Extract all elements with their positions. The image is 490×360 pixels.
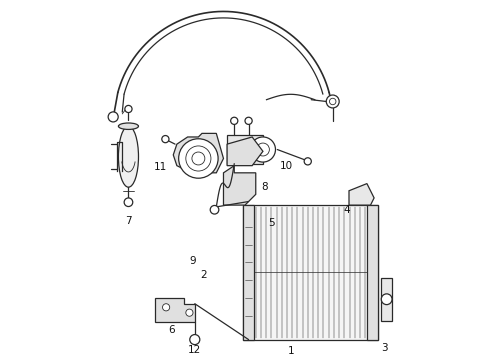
Circle shape bbox=[245, 117, 252, 125]
Circle shape bbox=[179, 139, 218, 178]
Text: 7: 7 bbox=[125, 216, 132, 226]
Circle shape bbox=[186, 309, 193, 316]
Circle shape bbox=[256, 143, 270, 156]
Circle shape bbox=[210, 206, 219, 214]
Text: 2: 2 bbox=[200, 270, 207, 280]
Circle shape bbox=[162, 135, 169, 143]
Bar bbox=[227, 135, 263, 164]
Circle shape bbox=[108, 112, 118, 122]
Text: 11: 11 bbox=[154, 162, 168, 172]
Polygon shape bbox=[349, 184, 374, 205]
Circle shape bbox=[381, 294, 392, 305]
Polygon shape bbox=[173, 134, 223, 173]
Text: 6: 6 bbox=[168, 325, 175, 335]
Circle shape bbox=[125, 105, 132, 113]
Circle shape bbox=[326, 95, 339, 108]
Circle shape bbox=[190, 334, 200, 345]
Circle shape bbox=[192, 152, 205, 165]
Circle shape bbox=[329, 98, 336, 105]
Circle shape bbox=[163, 304, 170, 311]
Text: 10: 10 bbox=[280, 161, 293, 171]
Circle shape bbox=[250, 137, 275, 162]
Circle shape bbox=[186, 146, 211, 171]
Text: 4: 4 bbox=[344, 206, 350, 216]
Text: 1: 1 bbox=[288, 346, 295, 356]
Bar bbox=[367, 205, 378, 339]
Ellipse shape bbox=[119, 123, 139, 130]
Polygon shape bbox=[227, 137, 263, 166]
Text: 3: 3 bbox=[382, 343, 388, 353]
Bar bbox=[243, 205, 254, 339]
Text: 8: 8 bbox=[261, 182, 268, 192]
Text: 12: 12 bbox=[188, 345, 201, 355]
Polygon shape bbox=[223, 166, 256, 205]
Text: 5: 5 bbox=[269, 218, 275, 228]
Ellipse shape bbox=[119, 126, 139, 187]
Circle shape bbox=[124, 198, 133, 207]
Circle shape bbox=[304, 158, 311, 165]
Polygon shape bbox=[381, 278, 392, 321]
Circle shape bbox=[231, 117, 238, 125]
Polygon shape bbox=[155, 298, 195, 321]
Bar bbox=[243, 205, 378, 339]
Text: 9: 9 bbox=[190, 256, 196, 266]
